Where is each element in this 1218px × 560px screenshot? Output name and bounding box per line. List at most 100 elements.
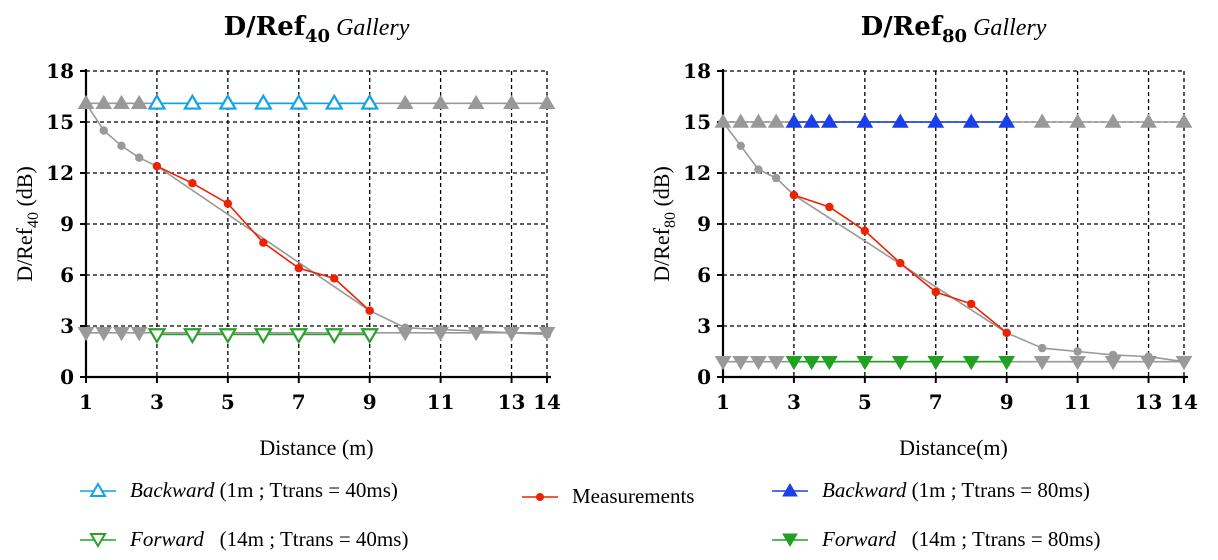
y-tick-label: 3 [60, 314, 74, 338]
data-point [113, 94, 130, 110]
x-tick-label: 14 [1170, 390, 1198, 414]
x-tick-label: 1 [79, 390, 93, 414]
series-markers-3 [77, 94, 556, 110]
series-markers-5 [77, 327, 556, 342]
y-tick-label: 15 [683, 110, 711, 134]
x-tick-label: 5 [221, 390, 235, 414]
y-tick-label: 0 [60, 365, 74, 389]
x-tick-label: 7 [929, 390, 943, 414]
data-point [95, 327, 113, 342]
series-markers-1 [81, 99, 552, 339]
y-tick-label: 6 [60, 263, 74, 287]
series-extrapolation-1 [85, 102, 548, 336]
data-point [821, 355, 838, 371]
data-point [927, 113, 945, 128]
legend-marker-backward-40 [80, 481, 116, 497]
x-axis-label: Distance(m) [899, 435, 1008, 460]
data-point [432, 327, 449, 342]
y-axis-label: D/Ref80 (dB) [649, 166, 679, 282]
data-point [259, 238, 268, 247]
legend-marker-backward-80 [772, 482, 808, 496]
data-point [218, 328, 238, 345]
data-point [1033, 355, 1051, 371]
data-point [77, 94, 95, 110]
data-point [771, 173, 781, 183]
legend-marker-measurements [522, 492, 558, 501]
data-point [253, 328, 273, 345]
data-point [113, 327, 130, 342]
series-markers-4 [147, 328, 380, 345]
legend-detail-forward-80: (14m ; Ttrans = 80ms) [911, 527, 1101, 551]
series-markers-2 [147, 93, 380, 110]
legend-forward-80: Forward (14m ; Ttrans = 80ms) [772, 527, 1100, 552]
data-point [1002, 328, 1011, 337]
data-point [99, 126, 108, 135]
data-point [1104, 113, 1122, 128]
y-axis-label: D/Ref40 (dB) [12, 166, 42, 282]
data-point [1073, 347, 1082, 356]
data-point [714, 355, 732, 371]
data-point [931, 287, 940, 297]
x-tick-label: 11 [1064, 390, 1092, 414]
data-point [1104, 355, 1122, 371]
data-point [767, 113, 785, 128]
x-tick-label: 13 [1135, 390, 1163, 414]
data-point [147, 93, 167, 110]
series-line [85, 102, 548, 336]
legend-backward-80: Backward (1m ; Ttrans = 80ms) [772, 478, 1090, 503]
legend-label-backward-80: Backward [822, 478, 907, 502]
data-point [891, 113, 909, 128]
legend-label-forward-40: Forward [130, 527, 204, 551]
data-point [1175, 355, 1193, 371]
data-point [803, 113, 821, 128]
data-point [896, 258, 905, 268]
data-point [998, 355, 1016, 371]
data-point [432, 94, 449, 110]
data-point [714, 113, 732, 128]
data-point [998, 113, 1016, 128]
series-markers-3 [714, 113, 1193, 128]
data-point [289, 93, 309, 110]
legend-detail-backward-80: (1m ; Ttrans = 80ms) [911, 478, 1090, 502]
data-point [856, 355, 874, 371]
legend-measurements: Measurements [522, 484, 694, 509]
x-axis-label: Distance (m) [259, 435, 373, 460]
x-tick-label: 14 [533, 390, 561, 414]
series-markers-4 [785, 355, 1016, 371]
data-point [365, 306, 374, 315]
y-tick-label: 18 [46, 59, 74, 83]
legend-label-measurements: Measurements [572, 484, 695, 508]
data-point [821, 113, 838, 128]
x-tick-label: 1 [716, 390, 730, 414]
data-point [218, 93, 238, 110]
data-point [360, 93, 380, 110]
series-markers-0 [789, 190, 1011, 337]
data-point [1069, 355, 1086, 371]
data-point [962, 113, 980, 128]
chart-title: D/Ref40 Gallery [224, 12, 410, 47]
y-tick-label: 12 [46, 161, 74, 185]
x-tick-label: 3 [787, 390, 801, 414]
data-point [891, 355, 909, 371]
x-tick-label: 9 [363, 390, 377, 414]
legend-label-backward-40: Backward [130, 478, 215, 502]
data-point [962, 355, 980, 371]
legend-backward-40: Backward (1m ; Ttrans = 40ms) [80, 478, 398, 503]
series-markers-0 [152, 162, 374, 315]
data-point [324, 93, 344, 110]
x-tick-label: 3 [150, 390, 164, 414]
legend-label-forward-80: Forward [822, 527, 896, 551]
data-point [152, 162, 162, 171]
y-tick-label: 18 [683, 59, 711, 83]
data-point [503, 327, 520, 342]
data-point [130, 94, 148, 110]
data-point [967, 299, 976, 309]
data-point [467, 327, 485, 342]
chart-title: D/Ref80 Gallery [861, 12, 1047, 47]
data-point [736, 141, 745, 150]
y-tick-label: 6 [697, 263, 711, 287]
data-point [750, 355, 767, 371]
